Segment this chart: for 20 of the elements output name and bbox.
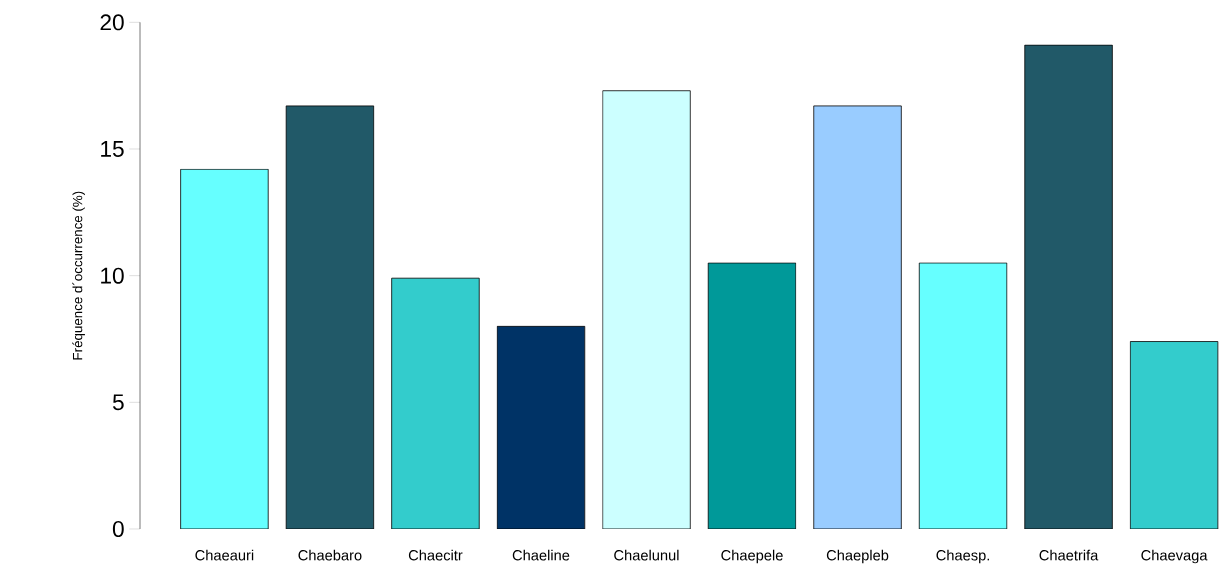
x-tick-label: Chaeline [512, 549, 570, 561]
x-tick-label: Chaesp. [936, 549, 990, 564]
y-tick-label: 5 [112, 394, 124, 411]
x-tick-label: Chaetrifa [1039, 549, 1099, 561]
y-axis-title: Fréquence d´occurrence (%) [72, 191, 85, 360]
x-tick-label: Chaecitr [408, 549, 463, 561]
x-tick-label: Chaelunul [614, 549, 679, 561]
y-tick-label: 20 [100, 14, 124, 31]
x-tick-label: Chaeauri [195, 549, 254, 561]
x-tick-label: Chaepele [721, 549, 783, 564]
x-tick-label: Chaevaga [1141, 549, 1208, 564]
bar [391, 277, 480, 529]
y-tick-label: 0 [112, 520, 124, 538]
bar [180, 168, 269, 529]
x-tick-label: Chaebaro [298, 549, 362, 561]
x-tick-label: Chaepleb [826, 549, 889, 564]
bar [918, 262, 1008, 529]
bar [1024, 44, 1113, 529]
y-tick-label: 15 [101, 141, 124, 157]
y-tick-label: 10 [101, 267, 124, 284]
